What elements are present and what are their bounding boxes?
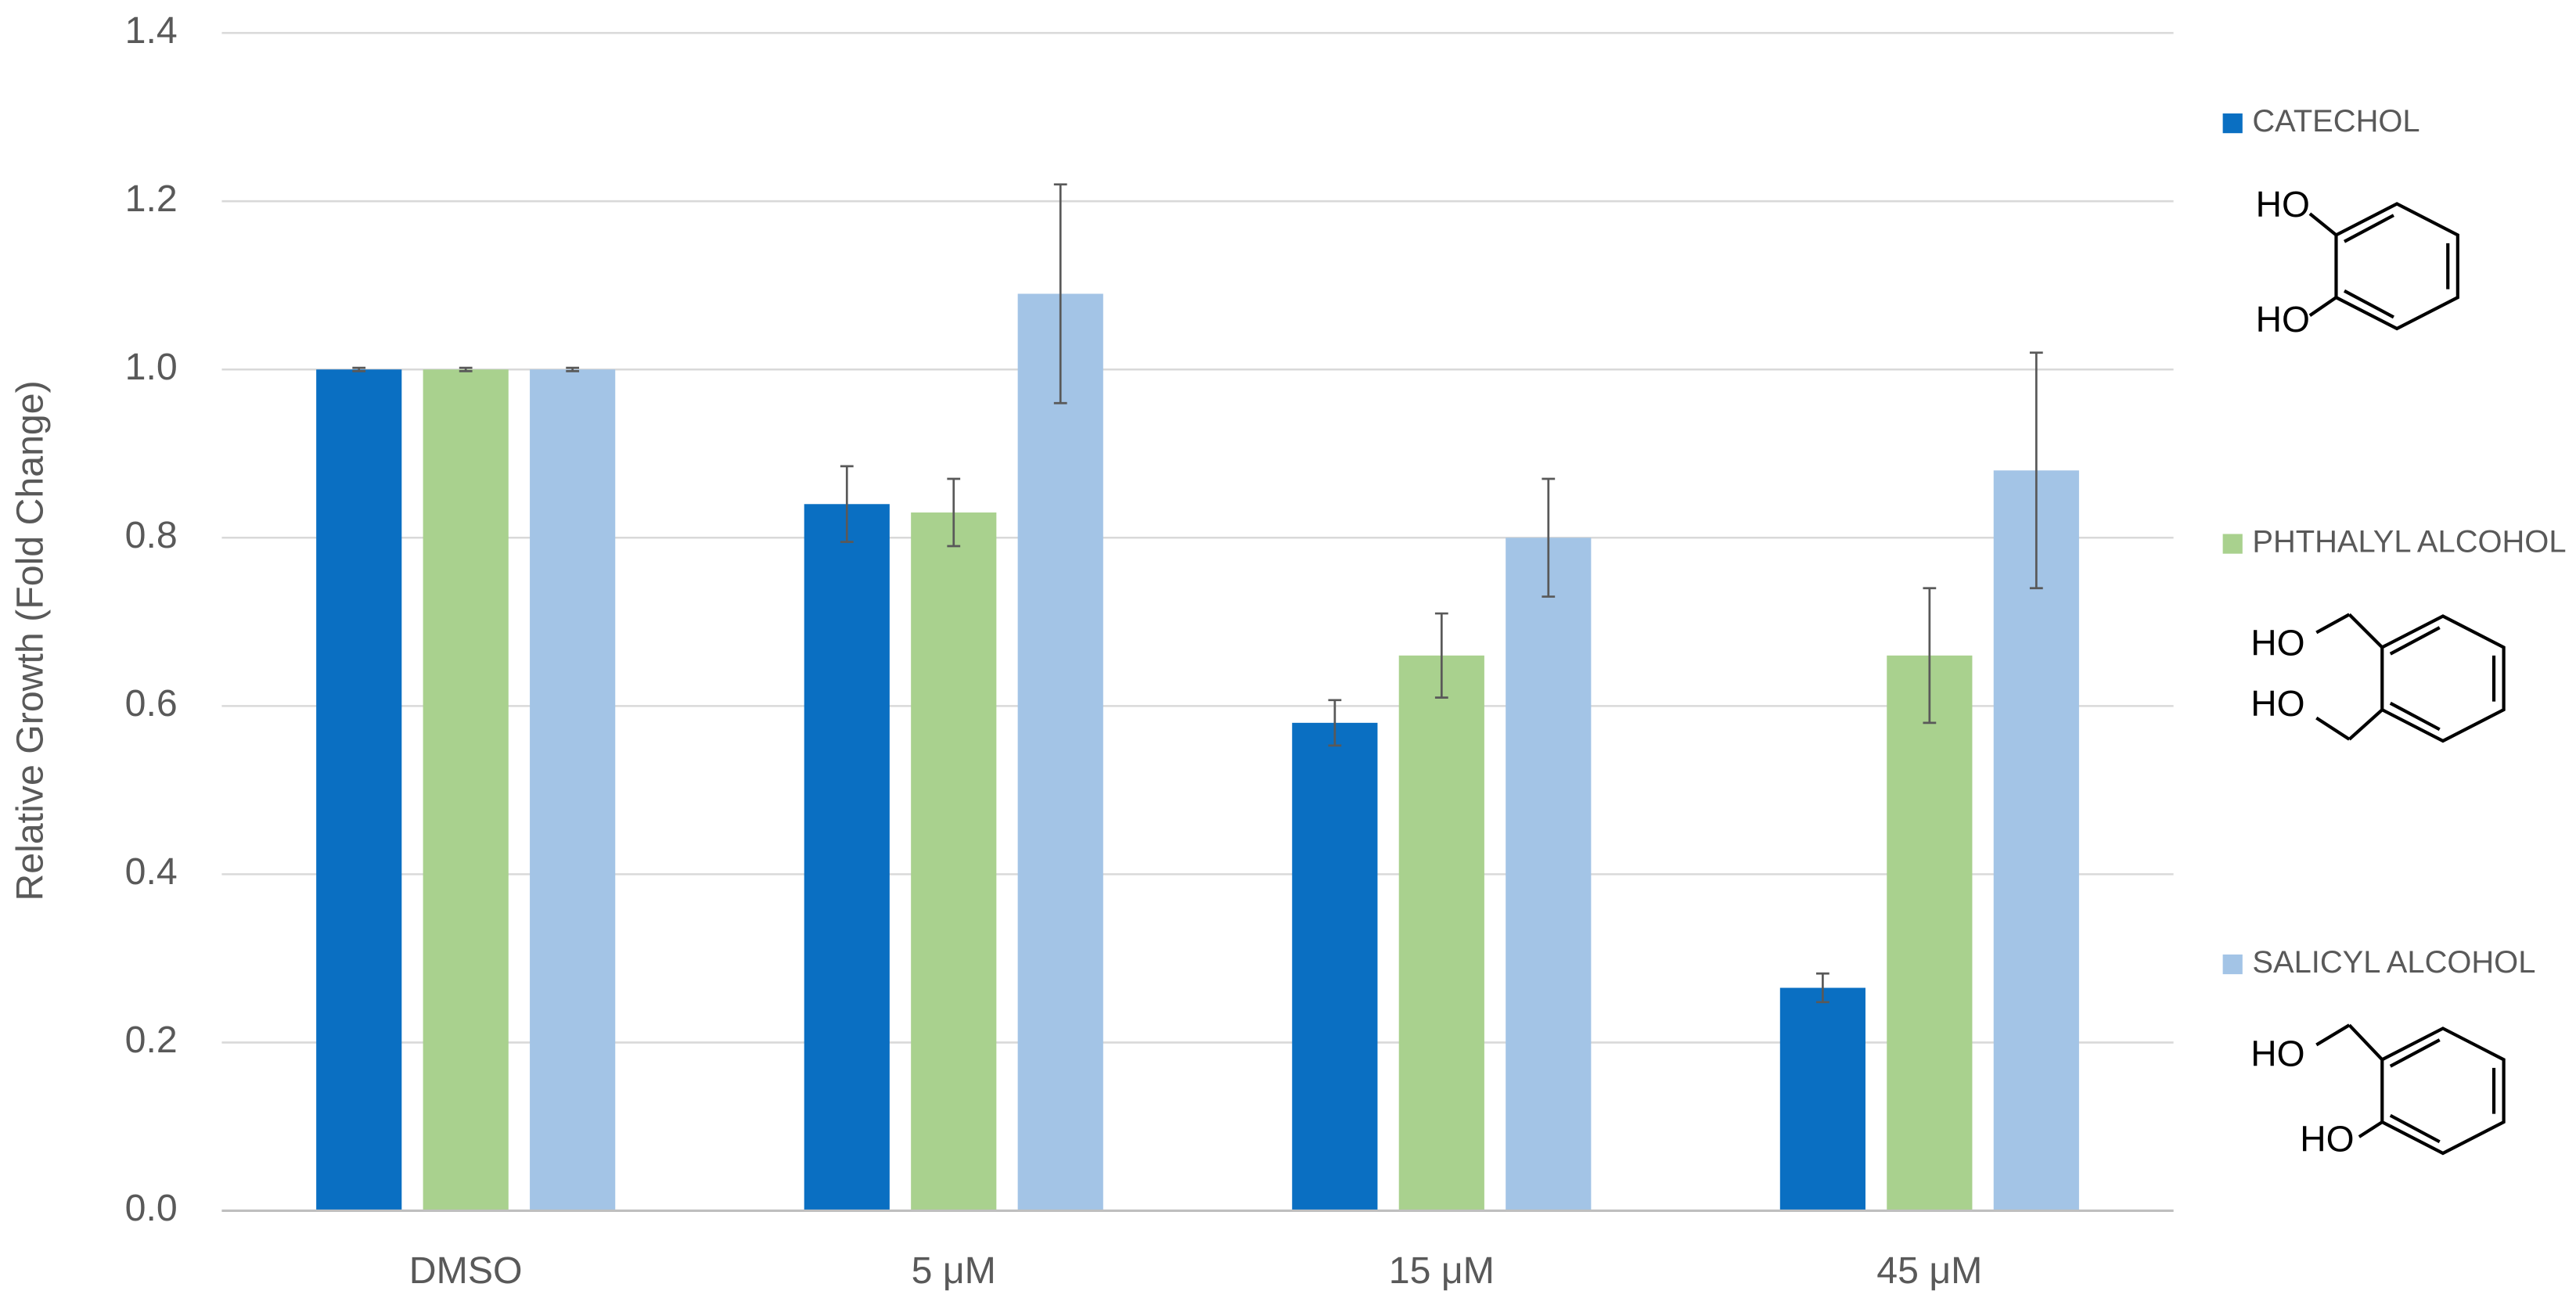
bond xyxy=(2343,214,2394,243)
bar xyxy=(804,504,890,1211)
bond xyxy=(2315,716,2351,741)
y-tick-label: 1.0 xyxy=(125,346,178,388)
structure-label: HO xyxy=(2250,683,2304,724)
y-tick-label: 0.2 xyxy=(125,1019,178,1061)
bond xyxy=(2308,296,2337,317)
bond xyxy=(2343,289,2394,319)
bar xyxy=(911,512,997,1211)
bond xyxy=(2315,1023,2351,1047)
y-tick-label: 1.4 xyxy=(125,9,178,52)
bar xyxy=(1993,470,2079,1211)
structure-label: HO xyxy=(2256,299,2310,340)
legend-label: CATECHOL xyxy=(2252,104,2419,138)
bar xyxy=(1292,722,1378,1211)
x-tick-label: DMSO xyxy=(409,1249,523,1292)
bond xyxy=(2308,212,2337,237)
x-tick-label: 5 μM xyxy=(912,1249,996,1292)
ring xyxy=(2380,1027,2506,1156)
y-axis-title: Relative Growth (Fold Change) xyxy=(9,380,52,901)
x-tick-label: 15 μM xyxy=(1389,1249,1495,1292)
bond xyxy=(2348,708,2384,741)
bar xyxy=(1506,538,1592,1211)
bar xyxy=(1017,293,1103,1211)
x-tick-label: 45 μM xyxy=(1876,1249,1982,1292)
bar xyxy=(1887,655,1973,1211)
structure-label: HO xyxy=(2250,1033,2304,1073)
bar xyxy=(1779,987,1865,1211)
phthalyl-structure: HO HO xyxy=(2250,613,2506,743)
bond xyxy=(2315,613,2351,635)
y-tick-label: 1.2 xyxy=(125,178,178,220)
structure-label: HO xyxy=(2300,1119,2354,1160)
bar xyxy=(423,369,509,1211)
legend-swatch xyxy=(2222,954,2243,975)
bond xyxy=(2358,1120,2384,1138)
bond xyxy=(2348,1023,2384,1061)
ring xyxy=(2380,614,2506,743)
legend-swatch xyxy=(2222,113,2243,134)
legend-label: PHTHALYL ALCOHOL xyxy=(2252,525,2566,559)
bond xyxy=(2348,613,2384,649)
catechol-structure: HO HO xyxy=(2256,184,2459,340)
bar xyxy=(1398,655,1484,1211)
structure-label: HO xyxy=(2256,184,2310,225)
y-tick-label: 0.0 xyxy=(125,1187,178,1229)
ring xyxy=(2334,202,2459,331)
bar xyxy=(530,369,616,1211)
legend-swatch xyxy=(2222,534,2243,554)
y-tick-label: 0.6 xyxy=(125,682,178,725)
bond xyxy=(2389,626,2441,656)
bar xyxy=(316,369,402,1211)
bond xyxy=(2389,1038,2441,1068)
bond xyxy=(2389,701,2441,732)
bond xyxy=(2389,1113,2441,1144)
structure-label: HO xyxy=(2250,622,2304,663)
y-tick-label: 0.8 xyxy=(125,514,178,556)
salicyl-structure: HO HO xyxy=(2250,1023,2506,1160)
y-tick-label: 0.4 xyxy=(125,850,178,893)
legend-label: SALICYL ALCOHOL xyxy=(2252,945,2535,980)
